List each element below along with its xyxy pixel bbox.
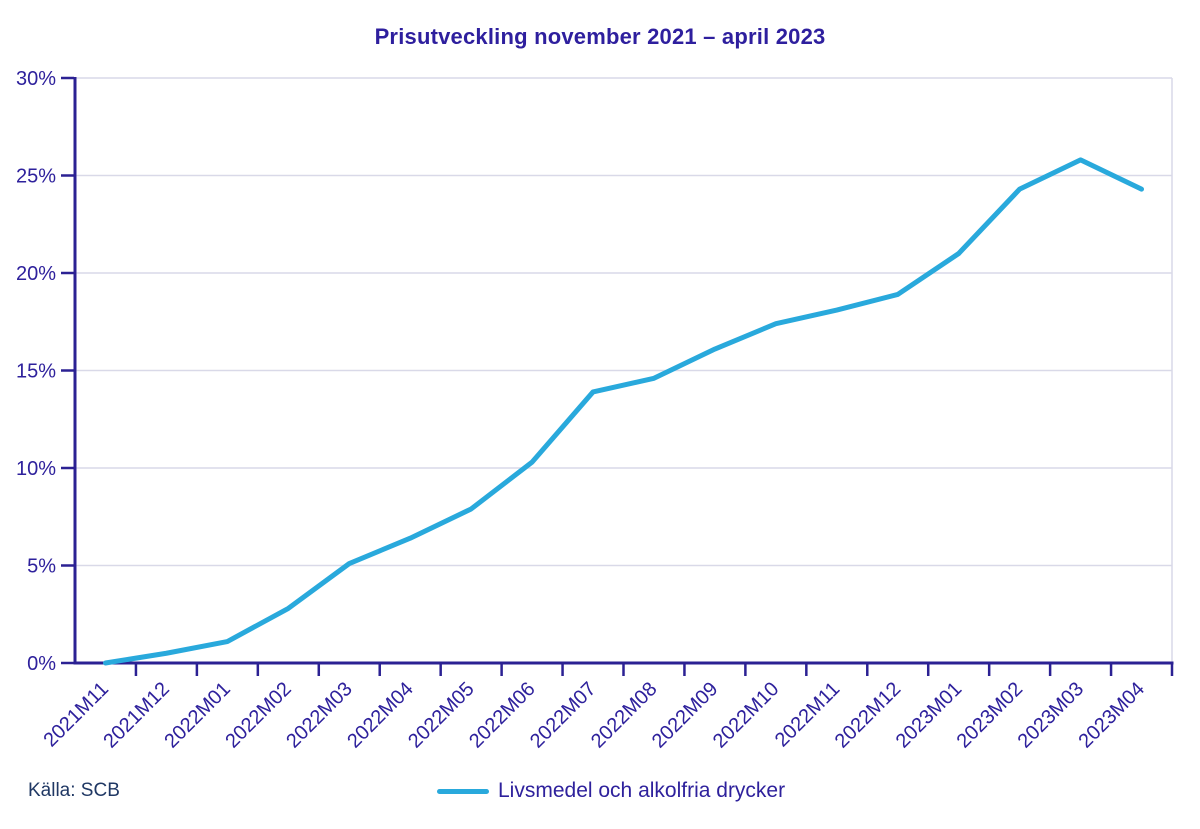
- x-tick-label: 2022M06: [465, 678, 540, 753]
- x-tick-label: 2023M03: [1014, 678, 1089, 753]
- x-tick-label: 2022M09: [648, 678, 723, 753]
- x-tick-label: 2022M04: [343, 678, 418, 753]
- x-tick-label: 2022M02: [221, 678, 296, 753]
- x-tick-label: 2022M10: [709, 678, 784, 753]
- y-tick-label: 15%: [16, 361, 56, 383]
- y-tick-label: 20%: [16, 263, 56, 285]
- x-tick-label: 2022M12: [831, 678, 906, 753]
- legend-line-swatch-icon: [437, 788, 489, 794]
- x-tick-label: 2022M05: [404, 678, 479, 753]
- data-series-line: [102, 157, 1145, 666]
- y-tick-label: 25%: [16, 166, 56, 188]
- x-tick-label: 2022M07: [526, 678, 601, 753]
- x-tick-label: 2021M12: [99, 678, 174, 753]
- y-tick-label: 30%: [16, 68, 56, 90]
- x-tick-label: 2023M01: [892, 678, 967, 753]
- y-tick-label: 0%: [27, 653, 56, 675]
- x-tick-label: 2022M01: [160, 678, 235, 753]
- legend-series-label: Livsmedel och alkolfria drycker: [498, 779, 786, 802]
- x-tick-label: 2022M03: [282, 678, 357, 753]
- x-tick-label: 2022M08: [587, 678, 662, 753]
- x-tick-label: 2023M02: [953, 678, 1028, 753]
- y-tick-label: 5%: [27, 556, 56, 578]
- source-note: Källa: SCB: [28, 780, 120, 801]
- y-tick-label: 10%: [16, 458, 56, 480]
- x-tick-label: 2023M04: [1075, 678, 1150, 753]
- chart-title: Prisutveckling november 2021 – april 202…: [374, 24, 826, 49]
- legend: Livsmedel och alkolfria drycker: [437, 779, 785, 803]
